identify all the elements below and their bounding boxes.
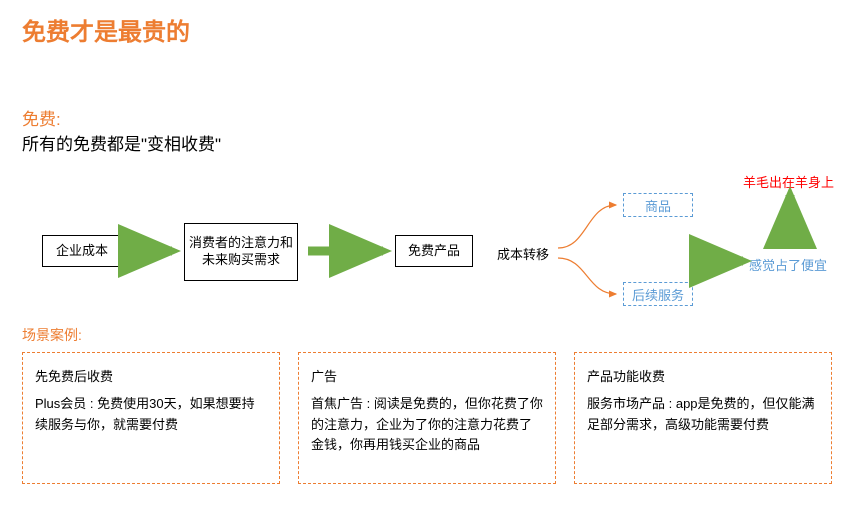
scene-label: 场景案例: [22, 325, 82, 345]
label-feel-cheap: 感觉占了便宜 [749, 255, 827, 274]
flow-box-free-product: 免费产品 [395, 235, 473, 267]
case-box-ads: 广告 首焦广告 : 阅读是免费的，但你花费了你的注意力，企业为了你的注意力花费了… [298, 352, 556, 484]
flow-box-label: 商品 [645, 196, 671, 215]
case-body: 首焦广告 : 阅读是免费的，但你花费了你的注意力，企业为了你的注意力花费了金钱，… [311, 394, 543, 456]
label-cost-transfer: 成本转移 [497, 244, 549, 263]
subtitle-label: 免费: [22, 105, 61, 130]
flow-box-enterprise-cost: 企业成本 [42, 235, 122, 267]
flow-box-service: 后续服务 [623, 282, 693, 306]
label-wool-sheep: 羊毛出在羊身上 [743, 172, 834, 191]
case-box-feature-pay: 产品功能收费 服务市场产品 : app是免费的，但仅能满足部分需求，高级功能需要… [574, 352, 832, 484]
flow-box-label: 后续服务 [632, 285, 684, 304]
subtitle-line: 所有的免费都是"变相收费" [22, 130, 221, 155]
flow-box-label: 免费产品 [408, 243, 460, 260]
case-title: 先免费后收费 [35, 367, 267, 388]
flow-box-label: 消费者的注意力和未来购买需求 [189, 235, 293, 269]
case-body: 服务市场产品 : app是免费的，但仅能满足部分需求，高级功能需要付费 [587, 394, 819, 436]
flow-box-label: 企业成本 [56, 243, 108, 260]
case-title: 产品功能收费 [587, 367, 819, 388]
page-title: 免费才是最贵的 [22, 12, 190, 47]
case-box-free-then-pay: 先免费后收费 Plus会员 : 免费使用30天，如果想要持续服务与你，就需要付费 [22, 352, 280, 484]
flow-box-consumer-attention: 消费者的注意力和未来购买需求 [184, 223, 298, 281]
case-body: Plus会员 : 免费使用30天，如果想要持续服务与你，就需要付费 [35, 394, 267, 436]
case-title: 广告 [311, 367, 543, 388]
flow-box-goods: 商品 [623, 193, 693, 217]
